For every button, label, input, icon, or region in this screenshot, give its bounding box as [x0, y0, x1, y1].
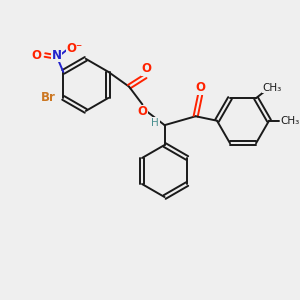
Text: O⁻: O⁻: [66, 42, 82, 55]
Text: Br: Br: [40, 92, 55, 104]
Text: CH₃: CH₃: [280, 116, 299, 126]
Text: O: O: [137, 105, 147, 118]
Text: CH₃: CH₃: [263, 83, 282, 93]
Text: O: O: [142, 62, 152, 75]
Text: O: O: [32, 49, 42, 62]
Text: O: O: [195, 81, 205, 94]
Text: H: H: [151, 118, 159, 128]
Text: N: N: [52, 49, 62, 62]
